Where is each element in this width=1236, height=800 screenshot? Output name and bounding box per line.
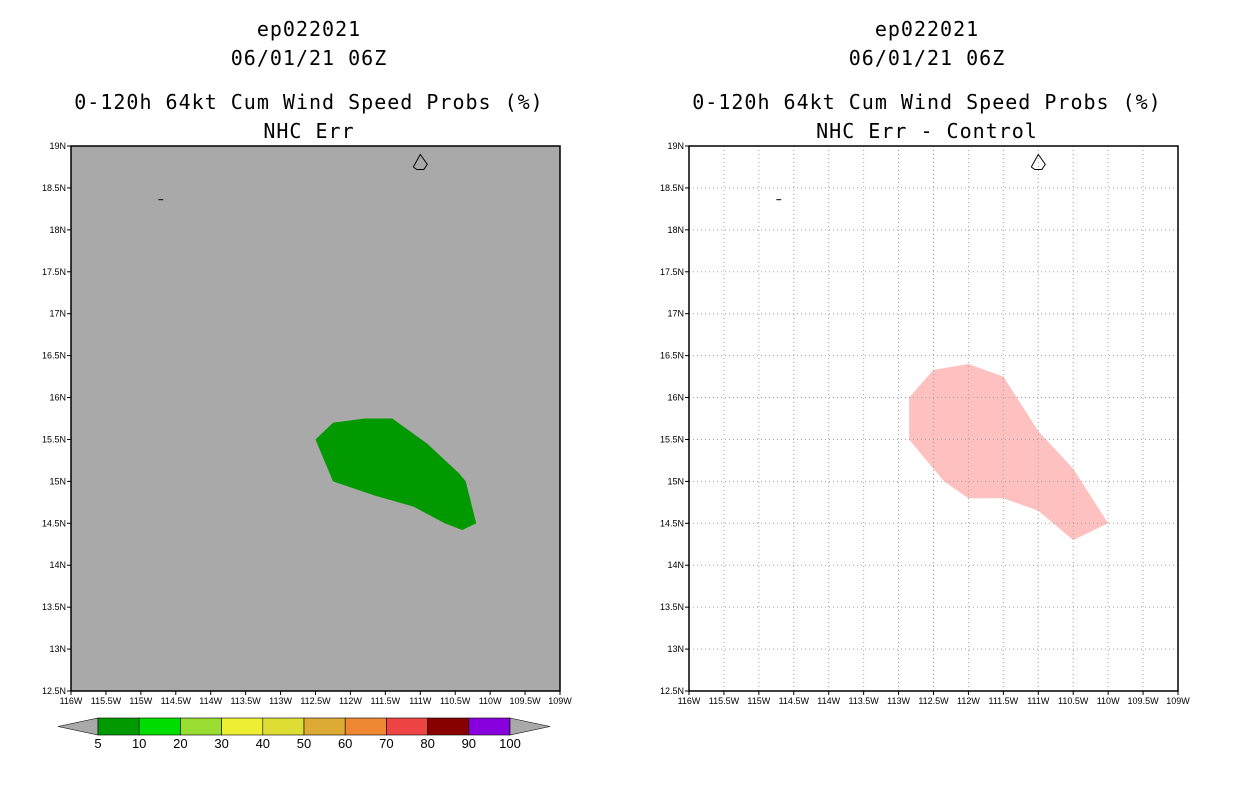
- colorbar-segment: [138, 717, 181, 736]
- y-tick-label: 17.5N: [660, 267, 684, 277]
- x-tick-label: 114.5W: [161, 696, 192, 706]
- colorbar-label: 10: [132, 736, 146, 751]
- x-tick-label: 115.5W: [91, 696, 122, 706]
- x-tick-label: 110.5W: [440, 696, 471, 706]
- colorbar-high-arrow: [509, 717, 551, 736]
- colorbar-label: 40: [256, 736, 270, 751]
- x-tick-label: 115.5W: [709, 696, 740, 706]
- colorbar-label: 60: [338, 736, 352, 751]
- x-tick-label: 111W: [1027, 696, 1050, 706]
- colorbar-low-arrow: [57, 717, 99, 736]
- x-tick-label: 114W: [817, 696, 840, 706]
- colorbar-segment: [468, 717, 511, 736]
- island-outline: [412, 153, 428, 170]
- x-tick-label: 115W: [747, 696, 770, 706]
- x-tick-label: 115W: [129, 696, 152, 706]
- x-tick-label: 113.5W: [848, 696, 879, 706]
- y-tick-label: 18N: [49, 225, 66, 235]
- colorbar-label: 100: [499, 736, 521, 751]
- chart-title: 0-120h 64kt Cum Wind Speed Probs (%): [692, 90, 1162, 114]
- y-tick-label: 12.5N: [660, 686, 684, 696]
- y-tick-label: 13.5N: [660, 602, 684, 612]
- colorbar-label: 50: [297, 736, 311, 751]
- probability-region: [315, 418, 477, 530]
- forecast-time: 06/01/21 06Z: [848, 46, 1006, 70]
- x-tick-label: 111W: [409, 696, 432, 706]
- y-tick-label: 17N: [49, 309, 66, 319]
- x-tick-label: 110W: [1097, 696, 1120, 706]
- x-tick-label: 114.5W: [779, 696, 810, 706]
- y-tick-label: 17.5N: [42, 267, 66, 277]
- forecast-time: 06/01/21 06Z: [230, 46, 388, 70]
- x-tick-label: 112.5W: [300, 696, 331, 706]
- colorbar-segment: [386, 717, 428, 736]
- y-tick-label: 14.5N: [42, 518, 66, 528]
- y-tick-label: 14N: [667, 560, 684, 570]
- y-tick-label: 15N: [667, 476, 684, 486]
- x-tick-label: 109.5W: [510, 696, 542, 706]
- colorbar-label: 30: [214, 736, 228, 751]
- colorbar-label: 70: [379, 736, 393, 751]
- x-tick-label: 111.5W: [371, 696, 401, 706]
- x-tick-label: 110W: [479, 696, 502, 706]
- wind-prob-difference-map: 116W 115.5W 115W 114.5W 114W 113.5W 113W 112.5W…: [660, 141, 1190, 706]
- x-tick-label: 112W: [339, 696, 362, 706]
- right-panel: ep022021 06/01/21 06Z 0-120h 64kt Cum Wi…: [618, 0, 1236, 800]
- y-tick-label: 19N: [49, 141, 66, 151]
- x-tick-label: 109.5W: [1128, 696, 1160, 706]
- island-outline: [1030, 153, 1046, 170]
- x-tick-label: 112W: [957, 696, 980, 706]
- y-tick-label: 16.5N: [42, 351, 66, 361]
- x-tick-label: 113.5W: [230, 696, 261, 706]
- colorbar-label: 80: [420, 736, 434, 751]
- x-tick-label: 116W: [60, 696, 83, 706]
- chart-subtitle: NHC Err - Control: [816, 119, 1038, 143]
- y-tick-label: 12.5N: [42, 686, 66, 696]
- x-tick-label: 111.5W: [989, 696, 1019, 706]
- y-tick-label: 16N: [667, 393, 684, 403]
- wind-prob-map: 116W 115.5W 115W 114.5W 114W 113.5W 113W 112.5W…: [42, 141, 572, 751]
- chart-title: 0-120h 64kt Cum Wind Speed Probs (%): [74, 90, 544, 114]
- x-tick-label: 113W: [887, 696, 910, 706]
- storm-id: ep022021: [256, 17, 362, 41]
- storm-id: ep022021: [874, 17, 980, 41]
- colorbar-segment: [221, 717, 264, 736]
- y-tick-label: 16N: [49, 393, 66, 403]
- y-tick-label: 13.5N: [42, 602, 66, 612]
- x-tick-label: 109W: [548, 696, 572, 706]
- y-tick-label: 18.5N: [42, 183, 66, 193]
- colorbar-segment: [180, 717, 222, 736]
- colorbar-segment: [97, 717, 140, 736]
- chart-subtitle: NHC Err: [263, 119, 355, 143]
- colorbar-segment: [262, 717, 305, 736]
- y-tick-label: 13N: [667, 644, 684, 654]
- x-tick-label: 114W: [199, 696, 222, 706]
- x-tick-label: 113W: [269, 696, 292, 706]
- colorbar-label: 90: [462, 736, 476, 751]
- colorbar-segment: [427, 717, 470, 736]
- x-tick-label: 109W: [1166, 696, 1190, 706]
- plot-area: [71, 146, 560, 691]
- y-tick-label: 18.5N: [660, 183, 684, 193]
- y-tick-label: 15.5N: [660, 434, 684, 444]
- y-tick-label: 16.5N: [660, 351, 684, 361]
- x-tick-label: 112.5W: [918, 696, 949, 706]
- colorbar-segment: [344, 717, 387, 736]
- y-tick-label: 15.5N: [42, 434, 66, 444]
- probability-region: [909, 364, 1109, 541]
- y-tick-label: 15N: [49, 476, 66, 486]
- colorbar-label: 20: [173, 736, 187, 751]
- y-tick-label: 13N: [49, 644, 66, 654]
- y-tick-label: 18N: [667, 225, 684, 235]
- y-tick-label: 17N: [667, 309, 684, 319]
- left-panel: ep022021 06/01/21 06Z 0-120h 64kt Cum Wi…: [42, 17, 572, 751]
- x-tick-label: 116W: [678, 696, 701, 706]
- colorbar-segment: [303, 717, 346, 736]
- y-tick-label: 14N: [49, 560, 66, 570]
- x-tick-label: 110.5W: [1058, 696, 1089, 706]
- y-tick-label: 14.5N: [660, 518, 684, 528]
- colorbar-label: 5: [94, 736, 101, 751]
- y-tick-label: 19N: [667, 141, 684, 151]
